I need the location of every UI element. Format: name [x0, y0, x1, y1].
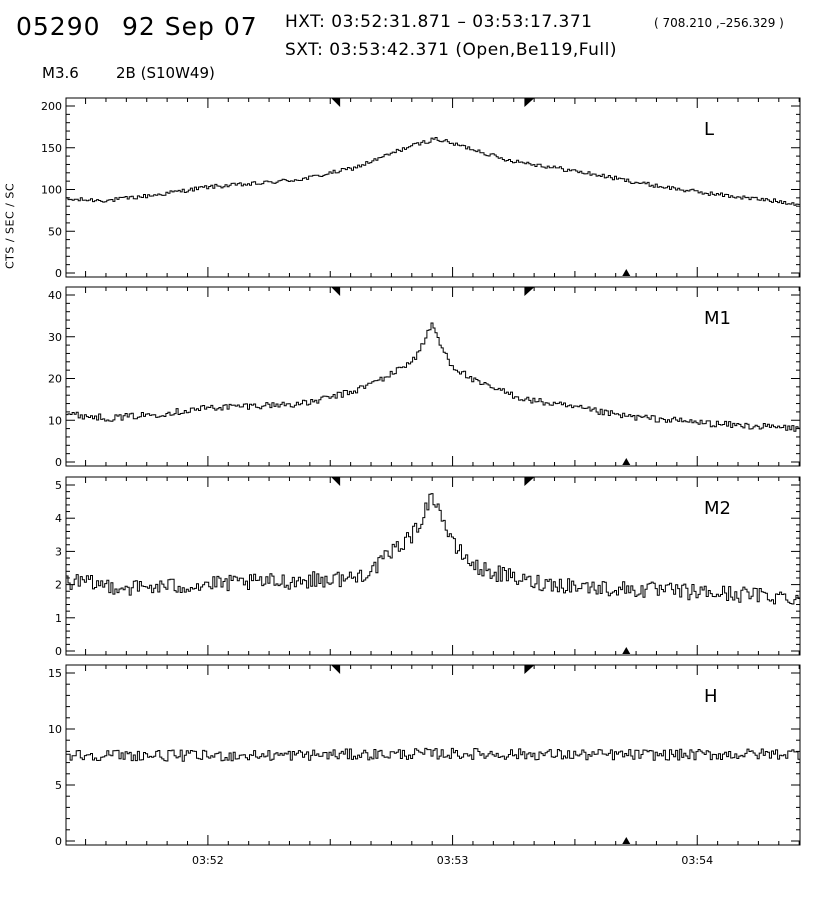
hxt-interval-marker: [524, 287, 535, 296]
hxt-interval-marker: [331, 477, 341, 486]
panel-frame-M2: [65, 476, 801, 656]
y-tick-label: 200: [41, 100, 62, 113]
hxt-interval-marker: [331, 287, 341, 296]
y-tick-label: 15: [48, 667, 62, 680]
hxt-time-range: HXT: 03:52:31.871 – 03:53:17.371: [285, 12, 593, 32]
sxt-time-marker: [622, 837, 631, 844]
y-tick-label: 40: [48, 289, 62, 302]
y-tick-label: 100: [41, 184, 62, 197]
y-tick-label: 30: [48, 331, 62, 344]
y-tick-label: 150: [41, 142, 62, 155]
channel-label-M2: M2: [704, 498, 731, 519]
sxt-time: SXT: 03:53:42.371 (Open,Be119,Full): [285, 40, 618, 60]
hxt-interval-marker: [524, 665, 535, 674]
hxt-interval-marker: [331, 665, 341, 674]
y-tick-label: 5: [55, 779, 62, 792]
panel-frame-H: [65, 664, 801, 846]
hxt-interval-marker: [331, 98, 341, 107]
sxt-time-marker: [622, 647, 631, 654]
panel-frame-M1: [65, 286, 801, 467]
y-tick-label: 10: [48, 723, 62, 736]
y-tick-label: 0: [55, 835, 62, 848]
y-tick-label: 5: [55, 479, 62, 492]
y-tick-label: 50: [48, 225, 62, 238]
panel-frame-L: [65, 97, 801, 278]
event-number: 05290: [16, 12, 101, 41]
hxt-interval-marker: [524, 477, 535, 486]
lightcurve-M2: [66, 493, 800, 605]
y-tick-label: 10: [48, 414, 62, 427]
y-tick-label: 2: [55, 579, 62, 592]
y-tick-label: 1: [55, 612, 62, 625]
sxt-time-marker: [622, 458, 631, 465]
y-tick-label: 0: [55, 645, 62, 658]
channel-label-M1: M1: [704, 308, 731, 329]
x-tick-label: 03:52: [192, 854, 224, 867]
y-tick-label: 0: [55, 456, 62, 469]
y-tick-label: 3: [55, 545, 62, 558]
optical-class-location: 2B (S10W49): [116, 64, 215, 82]
channel-label-L: L: [704, 119, 714, 140]
lightcurve-M1: [66, 322, 800, 432]
y-tick-label: 20: [48, 373, 62, 386]
lightcurve-H: [66, 747, 800, 762]
lightcurve-L: [66, 137, 800, 206]
hxt-coordinates: ( 708.210 ,–256.329 ): [654, 16, 784, 30]
hxt-interval-marker: [524, 98, 535, 107]
x-tick-label: 03:53: [437, 854, 469, 867]
event-date: 92 Sep 07: [122, 12, 258, 41]
sxt-time-marker: [622, 269, 631, 276]
flare-class: M3.6: [42, 64, 79, 82]
channel-label-H: H: [704, 686, 718, 707]
y-tick-label: 0: [55, 267, 62, 280]
x-tick-label: 03:54: [681, 854, 713, 867]
y-tick-label: 4: [55, 512, 62, 525]
